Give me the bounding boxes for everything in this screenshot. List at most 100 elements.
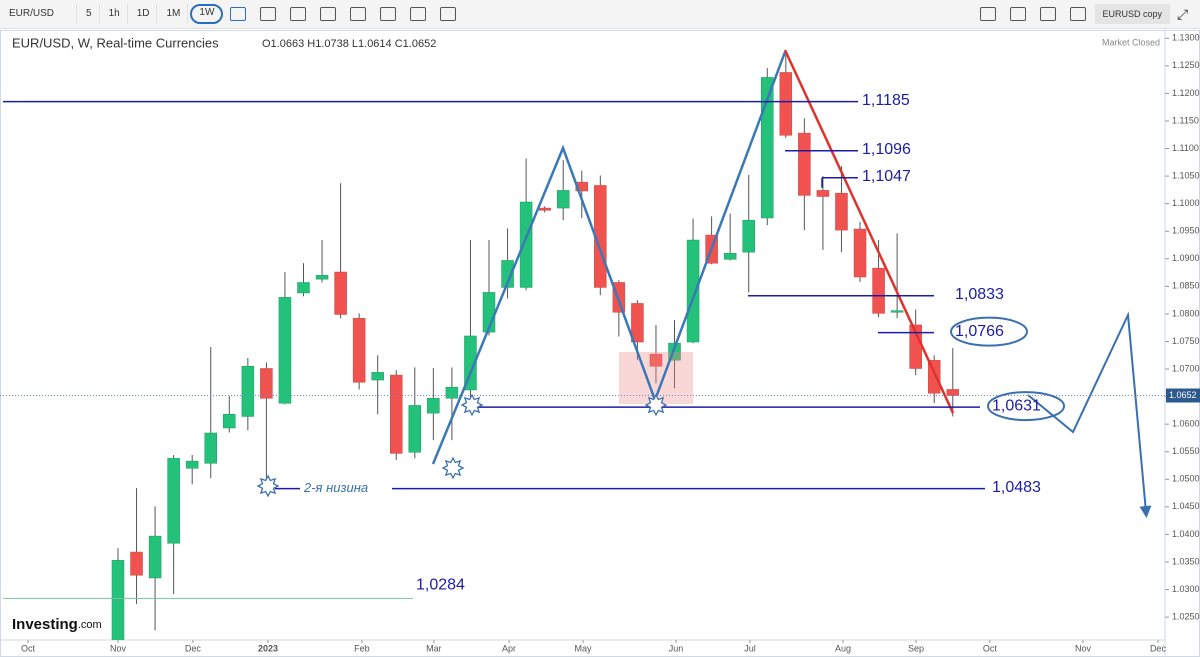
level-note: 2-я низина — [303, 480, 368, 495]
candle-body — [445, 386, 459, 399]
level-label: 1,1096 — [862, 141, 911, 158]
ohlc-legend: O1.0663 H1.0738 L1.0614 C1.0652 — [262, 38, 436, 50]
layout-name[interactable]: EURUSD copy — [1095, 4, 1170, 24]
compare-icon[interactable] — [380, 7, 397, 21]
candle-body — [946, 389, 960, 396]
candle-body — [798, 132, 811, 196]
plot-area — [111, 50, 960, 640]
candle-icon[interactable] — [230, 7, 247, 21]
y-tick-label: 1.0300 — [1172, 584, 1200, 594]
cloud-load-icon[interactable] — [1040, 7, 1057, 21]
y-tick-label: 1.0750 — [1172, 336, 1200, 346]
candle-body — [742, 219, 755, 253]
color-icon[interactable] — [1010, 7, 1027, 21]
alert-icon[interactable] — [440, 7, 457, 21]
low-marker — [644, 393, 668, 417]
line-icon[interactable] — [260, 7, 277, 21]
interval[interactable]: 1M — [159, 4, 189, 24]
candle-body — [890, 310, 904, 313]
level-label: 1,1185 — [862, 92, 910, 109]
x-tick-label: Sep — [908, 643, 924, 653]
candle-body — [649, 353, 663, 367]
interval[interactable]: 1D — [130, 4, 158, 24]
candle-body — [241, 366, 255, 417]
y-tick-label: 1.1250 — [1172, 60, 1200, 70]
low-marker — [460, 393, 484, 417]
y-tick-label: 1.0550 — [1172, 446, 1200, 456]
candle-body — [631, 303, 644, 343]
candle-body — [408, 405, 422, 453]
candle-body — [204, 432, 217, 464]
candle-body — [556, 190, 570, 209]
y-tick-label: 1.0850 — [1172, 281, 1200, 291]
level-label: 1,0631 — [992, 397, 1041, 414]
candle-body — [835, 192, 848, 231]
pattern-line — [431, 51, 787, 465]
candle-body — [185, 460, 199, 469]
y-tick-label: 1.1000 — [1172, 198, 1200, 208]
candle-body — [464, 335, 477, 391]
candle-body — [148, 535, 162, 579]
x-tick-label: Aug — [835, 643, 851, 653]
level-label: 1,0766 — [955, 323, 1004, 340]
x-tick-label: Dec — [185, 643, 202, 653]
x-tick-label: May — [575, 643, 593, 653]
watermark: Investing.com — [12, 616, 102, 633]
candle-body — [371, 372, 384, 381]
x-tick-label: Feb — [354, 643, 370, 653]
indicator-icon[interactable] — [350, 7, 367, 21]
candle-body — [352, 318, 366, 383]
candle-body — [111, 560, 125, 640]
level-label: 1,0833 — [955, 286, 1004, 303]
y-tick-label: 1.0500 — [1172, 474, 1200, 484]
level-circle — [987, 391, 1065, 422]
x-tick-label: 2023 — [258, 643, 278, 653]
note-bg — [300, 480, 392, 497]
y-tick-label: 1.1200 — [1172, 88, 1200, 98]
x-tick-label: Jun — [669, 643, 684, 653]
y-tick-label: 1.1050 — [1172, 170, 1200, 180]
y-tick-label: 1.0350 — [1172, 556, 1200, 566]
candle-body — [538, 207, 551, 211]
trend-line — [783, 49, 955, 414]
level-label: 1,0284 — [416, 577, 465, 594]
symbol-box[interactable]: EUR/USD — [2, 4, 77, 24]
x-tick-label: Nov — [110, 643, 127, 653]
candle-body — [519, 201, 533, 288]
projection-line — [1027, 311, 1152, 518]
y-tick-label: 1.0800 — [1172, 308, 1200, 318]
candle-body — [260, 368, 273, 399]
candle-body — [816, 190, 830, 197]
bar-icon[interactable] — [290, 7, 307, 21]
candle-body — [315, 275, 329, 280]
candle-body — [761, 77, 774, 219]
settings-icon[interactable] — [320, 7, 337, 21]
last-price-tag — [1166, 388, 1200, 403]
candle-body — [334, 271, 347, 315]
market-status: Market Closed — [1102, 37, 1160, 47]
y-tick-label: 1.0450 — [1172, 501, 1200, 511]
y-tick-label: 1.0700 — [1172, 363, 1200, 373]
x-tick-label: Oct — [983, 643, 998, 653]
camera-icon[interactable] — [980, 7, 997, 21]
cloud-save-icon[interactable] — [1070, 7, 1087, 21]
candle-body — [872, 267, 885, 314]
undo-icon[interactable] — [410, 7, 427, 21]
candle-body — [297, 282, 310, 294]
y-tick-label: 1.0400 — [1172, 529, 1200, 539]
level-label: 1,0483 — [992, 479, 1041, 496]
candle-body — [501, 260, 514, 288]
x-tick-label: Dec — [1150, 643, 1167, 653]
interval[interactable]: 1h — [102, 4, 128, 24]
y-tick-label: 1.0600 — [1172, 419, 1200, 429]
interval[interactable]: 5 — [79, 4, 100, 24]
low-marker — [256, 474, 280, 498]
y-tick-label: 1.0250 — [1172, 611, 1200, 621]
candle-body — [130, 551, 143, 576]
fullscreen-icon[interactable]: ⤢ — [1177, 6, 1189, 22]
x-tick-label: Apr — [502, 643, 516, 653]
candle-body — [223, 413, 236, 429]
y-tick-label: 1.1150 — [1172, 115, 1199, 125]
interval[interactable]: 1W — [190, 4, 224, 24]
x-tick-label: Nov — [1075, 643, 1092, 653]
